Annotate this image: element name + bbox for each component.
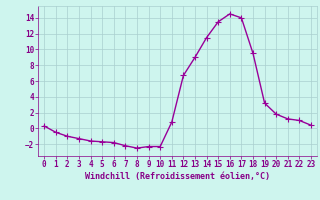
X-axis label: Windchill (Refroidissement éolien,°C): Windchill (Refroidissement éolien,°C) <box>85 172 270 181</box>
